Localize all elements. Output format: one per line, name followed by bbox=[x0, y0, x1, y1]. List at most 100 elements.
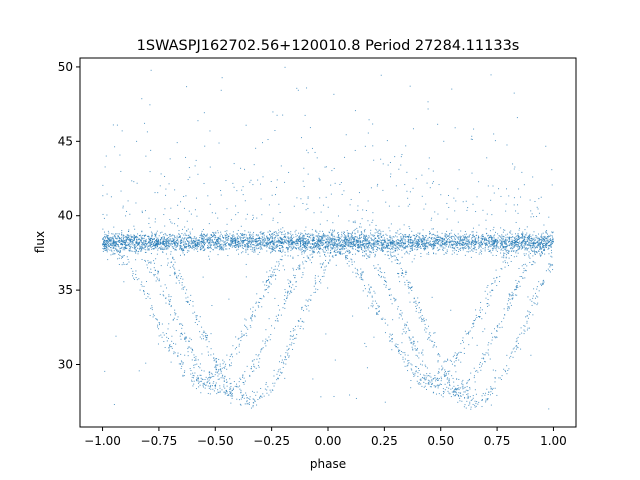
data-point bbox=[202, 247, 204, 249]
data-point bbox=[129, 238, 131, 240]
data-point bbox=[317, 235, 319, 237]
data-point bbox=[454, 249, 456, 251]
data-point bbox=[331, 241, 333, 243]
data-point bbox=[304, 250, 306, 252]
data-point bbox=[309, 241, 311, 243]
data-point bbox=[242, 236, 244, 238]
data-point bbox=[425, 244, 427, 246]
data-point bbox=[433, 242, 435, 244]
data-point bbox=[546, 243, 548, 245]
data-point bbox=[447, 238, 449, 240]
data-point bbox=[327, 242, 329, 244]
data-point bbox=[326, 246, 328, 248]
data-point bbox=[493, 240, 495, 242]
data-point bbox=[237, 238, 239, 240]
data-point bbox=[287, 240, 289, 242]
data-point bbox=[323, 235, 325, 237]
data-point bbox=[386, 242, 388, 244]
data-point bbox=[411, 244, 413, 246]
data-point bbox=[180, 360, 182, 362]
data-point bbox=[370, 244, 372, 246]
data-point bbox=[229, 243, 231, 245]
data-point bbox=[482, 238, 484, 240]
data-point bbox=[190, 370, 192, 372]
data-point bbox=[510, 230, 512, 232]
data-point bbox=[231, 353, 233, 355]
data-point bbox=[201, 234, 203, 236]
data-point bbox=[260, 244, 262, 246]
data-point bbox=[494, 241, 496, 243]
data-point bbox=[302, 237, 304, 239]
data-point bbox=[304, 304, 306, 306]
data-point bbox=[270, 241, 272, 243]
data-point bbox=[409, 228, 411, 230]
data-point bbox=[223, 241, 225, 243]
data-point bbox=[240, 379, 242, 381]
data-point bbox=[398, 245, 400, 247]
data-point bbox=[287, 279, 289, 281]
data-point bbox=[294, 277, 296, 279]
data-point bbox=[516, 245, 518, 247]
data-point bbox=[198, 386, 200, 388]
data-point bbox=[417, 240, 419, 242]
data-point bbox=[247, 241, 249, 243]
data-point bbox=[197, 240, 199, 242]
data-point bbox=[171, 235, 173, 237]
data-point bbox=[531, 240, 533, 242]
data-point bbox=[460, 244, 462, 246]
data-point bbox=[379, 229, 381, 231]
data-point bbox=[125, 240, 127, 242]
data-point bbox=[523, 244, 525, 246]
data-point bbox=[169, 344, 171, 346]
data-point bbox=[118, 240, 120, 242]
data-point bbox=[229, 364, 230, 366]
data-point bbox=[194, 242, 196, 244]
data-point bbox=[397, 243, 399, 244]
data-point bbox=[362, 240, 364, 242]
data-point bbox=[500, 244, 502, 246]
data-point bbox=[133, 246, 135, 248]
data-point bbox=[336, 246, 338, 248]
data-point bbox=[321, 244, 323, 246]
data-point bbox=[489, 249, 491, 251]
data-point bbox=[541, 240, 543, 242]
data-point bbox=[433, 247, 435, 249]
data-point bbox=[108, 241, 110, 243]
data-point bbox=[531, 239, 533, 241]
data-point bbox=[522, 237, 524, 239]
data-point bbox=[380, 240, 382, 242]
data-point bbox=[473, 240, 475, 242]
data-point bbox=[441, 245, 443, 247]
data-point bbox=[425, 243, 427, 245]
data-point bbox=[418, 244, 420, 246]
data-point bbox=[322, 230, 324, 232]
data-point bbox=[180, 353, 182, 355]
data-point bbox=[315, 246, 317, 248]
data-point bbox=[511, 233, 513, 235]
data-point bbox=[156, 246, 158, 247]
data-point bbox=[499, 246, 501, 248]
data-point bbox=[416, 244, 418, 246]
data-point bbox=[155, 318, 157, 320]
data-point bbox=[346, 235, 348, 237]
data-point bbox=[461, 240, 463, 242]
data-point bbox=[144, 236, 146, 238]
data-point bbox=[198, 242, 200, 244]
data-point bbox=[539, 249, 541, 251]
data-point bbox=[366, 238, 368, 240]
data-point bbox=[492, 244, 494, 246]
data-point bbox=[502, 247, 504, 249]
data-point bbox=[144, 245, 146, 247]
data-point bbox=[185, 336, 187, 338]
data-point bbox=[140, 234, 142, 236]
data-point bbox=[188, 242, 189, 244]
data-point bbox=[324, 236, 326, 238]
data-point bbox=[149, 241, 151, 243]
data-point bbox=[202, 383, 204, 385]
data-point bbox=[490, 245, 492, 247]
data-point bbox=[270, 274, 272, 276]
data-point bbox=[167, 262, 169, 264]
data-point bbox=[501, 243, 503, 245]
data-point bbox=[441, 239, 443, 241]
data-point bbox=[528, 239, 530, 241]
